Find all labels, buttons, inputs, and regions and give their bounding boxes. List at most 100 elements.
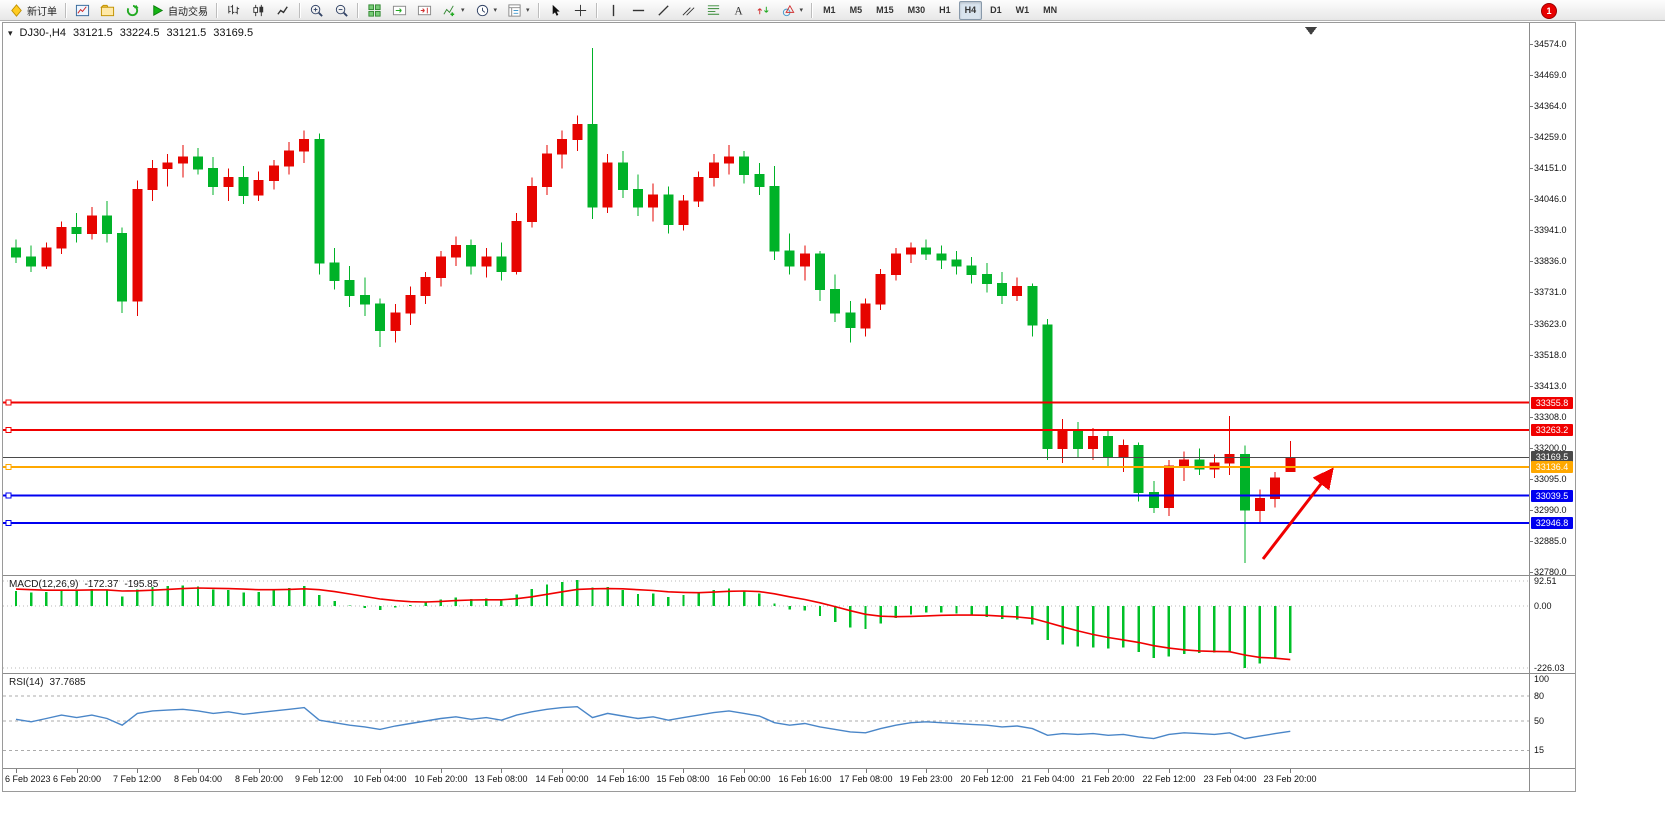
charts-grid-button[interactable] (71, 1, 94, 20)
tile-windows-icon (367, 3, 382, 18)
toolbar-separator (357, 2, 359, 18)
line-chart-button[interactable] (272, 1, 295, 20)
time-axis-tick (805, 769, 806, 773)
auto-scroll-button[interactable] (388, 1, 411, 20)
new-order-button[interactable]: 新订单 (5, 1, 61, 20)
time-axis-corner (1529, 769, 1575, 791)
time-axis-tick (623, 769, 624, 773)
price-axis-label: 33095.0 (1534, 474, 1567, 484)
price-chart-canvas[interactable] (3, 23, 1529, 575)
price-axis-tick (1530, 230, 1533, 231)
rsi-pane[interactable]: RSI(14) 37.7685 100 80 50 15 (3, 674, 1575, 768)
time-axis-tick (1290, 769, 1291, 773)
timeframe-button-h1[interactable]: H1 (939, 5, 951, 15)
pane-separator[interactable] (3, 575, 1575, 576)
price-axis-label: 34151.0 (1534, 163, 1567, 173)
profiles-icon (100, 3, 115, 18)
price-pane[interactable]: ▾ DJ30-,H4 33121.5 33224.5 33121.5 33169… (3, 23, 1575, 575)
time-axis[interactable]: 6 Feb 2023 6 Feb 20:00 7 Feb 12:00 8 Feb 04… (3, 769, 1575, 791)
price-axis-tick (1530, 261, 1533, 262)
dropdown-caret-icon: ▾ (526, 7, 530, 14)
line-chart-icon (276, 3, 291, 18)
text-button[interactable]: A (727, 1, 750, 20)
macd-pane[interactable]: MACD(12,26,9) -172.37 -195.85 92.51 0.00 -… (3, 576, 1575, 673)
price-axis-tick (1530, 199, 1533, 200)
time-axis-tick (501, 769, 502, 773)
pane-separator[interactable] (3, 768, 1575, 769)
new-order-button-label: 新订单 (27, 6, 57, 18)
rsi-axis[interactable]: 100 80 50 15 (1529, 674, 1575, 768)
templates-button[interactable]: ▾ (503, 1, 534, 20)
price-axis-label: 34259.0 (1534, 132, 1567, 142)
time-axis-tick (866, 769, 867, 773)
price-axis[interactable]: 34574.0 34469.0 34364.0 34259.0 34151.0 34046… (1529, 23, 1575, 575)
refresh-button[interactable] (121, 1, 144, 20)
ohlc-close: 33169.5 (213, 27, 254, 39)
trendline-icon (656, 3, 671, 18)
cursor-button[interactable] (544, 1, 567, 20)
timeframe-button-d1[interactable]: D1 (990, 5, 1002, 15)
rsi-axis-label: 80 (1534, 691, 1545, 701)
time-axis-label: 21 Feb 04:00 (1021, 774, 1075, 784)
fibonacci-button[interactable] (702, 1, 725, 20)
rsi-line (15, 705, 1291, 740)
time-axis-tick (926, 769, 927, 773)
timeframe-button-m1[interactable]: M1 (823, 5, 836, 15)
zoom-in-icon (309, 3, 324, 18)
time-axis-label: 20 Feb 12:00 (960, 774, 1014, 784)
macd-chart-canvas[interactable] (3, 576, 1529, 673)
refresh-icon (125, 3, 140, 18)
rsi-axis-label: 15 (1534, 745, 1545, 755)
toolbar-separator (299, 2, 301, 18)
candlestick-chart-button[interactable] (247, 1, 270, 20)
profiles-button[interactable] (96, 1, 119, 20)
arrows-button[interactable] (752, 1, 775, 20)
time-axis-tick (1230, 769, 1231, 773)
auto-trading-button[interactable]: 自动交易 (146, 1, 212, 20)
zoom-in-button[interactable] (305, 1, 328, 20)
text-icon: A (731, 3, 746, 18)
bar-chart-icon (226, 3, 241, 18)
timeframe-button-m30[interactable]: M30 (907, 5, 926, 15)
timeframe-button-m5[interactable]: M5 (849, 5, 863, 15)
toolbar-separator (216, 2, 218, 18)
zoom-out-button[interactable] (330, 1, 353, 20)
time-axis-tick (1169, 769, 1170, 773)
shapes-button[interactable]: ▾ (777, 1, 808, 20)
notification-badge[interactable]: 1 (1541, 3, 1557, 19)
time-axis-label: 7 Feb 12:00 (112, 774, 162, 784)
price-axis-label: 33941.0 (1534, 225, 1567, 235)
horizontal-line-button[interactable] (627, 1, 650, 20)
auto-trading-button-label: 自动交易 (168, 6, 208, 18)
svg-text:A: A (734, 5, 743, 17)
bar-chart-button[interactable] (222, 1, 245, 20)
chart-shift-icon (417, 3, 432, 18)
cursor-icon (548, 3, 563, 18)
timeframe-button-h4[interactable]: H4 (958, 0, 983, 20)
price-axis-label: 34364.0 (1534, 101, 1567, 111)
pane-separator[interactable] (3, 673, 1575, 674)
equidistant-channel-button[interactable] (677, 1, 700, 20)
indicators-icon (442, 3, 457, 18)
toolbar-separator (811, 2, 814, 18)
symbol-menu-icon[interactable]: ▾ (8, 27, 13, 38)
timeframe-button-w1[interactable]: W1 (1015, 5, 1030, 15)
time-axis-label: 8 Feb 04:00 (173, 774, 223, 784)
toolbar-separator (595, 2, 598, 18)
trendline-button[interactable] (652, 1, 675, 20)
price-axis-label: 32885.0 (1534, 536, 1567, 546)
vertical-line-button[interactable] (602, 1, 625, 20)
tile-windows-button[interactable] (363, 1, 386, 20)
indicators-button[interactable]: ▾ (438, 1, 469, 20)
periods-button[interactable]: ▾ (471, 1, 502, 20)
price-axis-label: 33518.0 (1534, 350, 1567, 360)
crosshair-button[interactable] (569, 1, 592, 20)
rsi-chart-canvas[interactable] (3, 674, 1529, 768)
timeframe-button-m15[interactable]: M15 (876, 5, 894, 15)
macd-axis[interactable]: 92.51 0.00 -226.03 (1529, 576, 1575, 673)
chart-shift-button[interactable] (413, 1, 436, 20)
main-toolbar: 新订单 自动交易 ▾ ▾ ▾ A ▾ M1 M5 M15 M30 H1 H4 D1 W1 MN (0, 0, 1665, 21)
macd-axis-label: 0.00 (1534, 601, 1552, 611)
symbol-timeframe-label: DJ30-,H4 (19, 27, 66, 39)
timeframe-button-mn[interactable]: MN (1043, 5, 1058, 15)
